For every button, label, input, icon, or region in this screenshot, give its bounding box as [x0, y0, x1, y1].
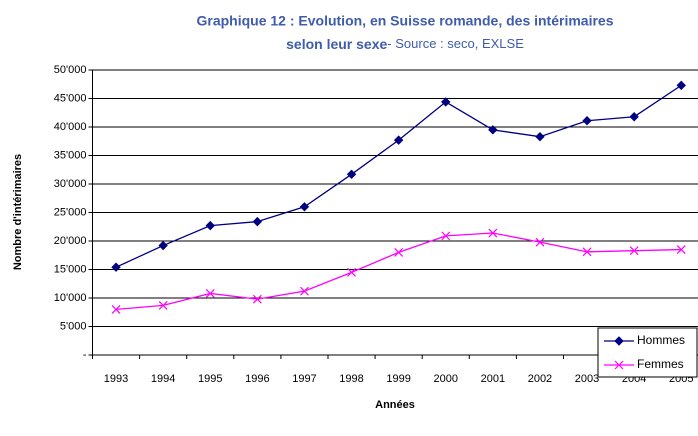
- y-tick-label: 35'000: [54, 149, 87, 161]
- series-line: [115, 84, 682, 268]
- point: [441, 97, 451, 107]
- point: [111, 262, 121, 272]
- x-tick-label: 1999: [386, 373, 410, 385]
- point: [252, 294, 262, 304]
- point: [582, 247, 592, 257]
- y-tick-label: 10'000: [54, 292, 87, 304]
- title-line2: selon leur sexe: [286, 36, 387, 52]
- y-tick-label: 5'000: [60, 320, 87, 332]
- subtitle: - Source : seco, EXLSE: [387, 36, 524, 51]
- legend-marker: [614, 336, 624, 346]
- chart-title: Graphique 12 : Evolution, en Suisse roma…: [196, 13, 613, 29]
- point: [158, 240, 168, 251]
- legend: [597, 327, 698, 378]
- point: [488, 228, 498, 238]
- x-tick-label: 1998: [339, 373, 363, 385]
- legend-label: Hommes: [637, 333, 685, 347]
- point: [676, 80, 686, 91]
- point: [535, 131, 545, 142]
- point: [629, 246, 639, 256]
- point: [629, 112, 639, 122]
- x-tick-label: 1995: [198, 373, 222, 385]
- legend-marker: [614, 360, 624, 370]
- point: [488, 125, 498, 135]
- x-tick-label: 2001: [481, 373, 505, 385]
- point: [535, 237, 545, 247]
- y-tick-label: 45'000: [54, 92, 87, 104]
- x-tick-label: 1996: [245, 373, 269, 385]
- y-tick-label: 25'000: [54, 206, 87, 218]
- point: [582, 116, 592, 126]
- y-tick-label: 40'000: [54, 121, 87, 133]
- point: [158, 300, 168, 310]
- y-tick-label: 15'000: [54, 263, 87, 275]
- point: [393, 135, 404, 145]
- x-tick-label: 2002: [528, 373, 552, 385]
- point: [205, 289, 215, 298]
- y-tick-label: 30'000: [54, 178, 87, 190]
- point: [252, 216, 263, 227]
- x-tick-label: 2000: [434, 373, 458, 385]
- legend-label: Femmes: [637, 357, 684, 371]
- x-tick-label: 2003: [575, 373, 599, 385]
- y-tick-label: 20'000: [54, 235, 87, 247]
- y-tick-label: -: [83, 349, 87, 361]
- y-tick-label: 50'000: [54, 64, 87, 76]
- point: [347, 267, 356, 277]
- chart-title-line2: selon leur sexe- Source : seco, EXLSE: [286, 36, 524, 52]
- x-tick-label: 1997: [292, 373, 316, 385]
- point: [441, 231, 451, 241]
- point: [394, 247, 404, 257]
- point: [676, 245, 686, 254]
- point: [299, 202, 310, 212]
- x-axis-label: Années: [375, 399, 415, 411]
- y-axis-label: Nombre d'intérimaires: [12, 154, 24, 270]
- x-tick-label: 1994: [151, 373, 175, 385]
- point: [205, 220, 215, 231]
- point: [346, 169, 357, 180]
- point: [300, 286, 309, 296]
- point: [111, 304, 121, 314]
- x-tick-label: 1993: [104, 373, 128, 385]
